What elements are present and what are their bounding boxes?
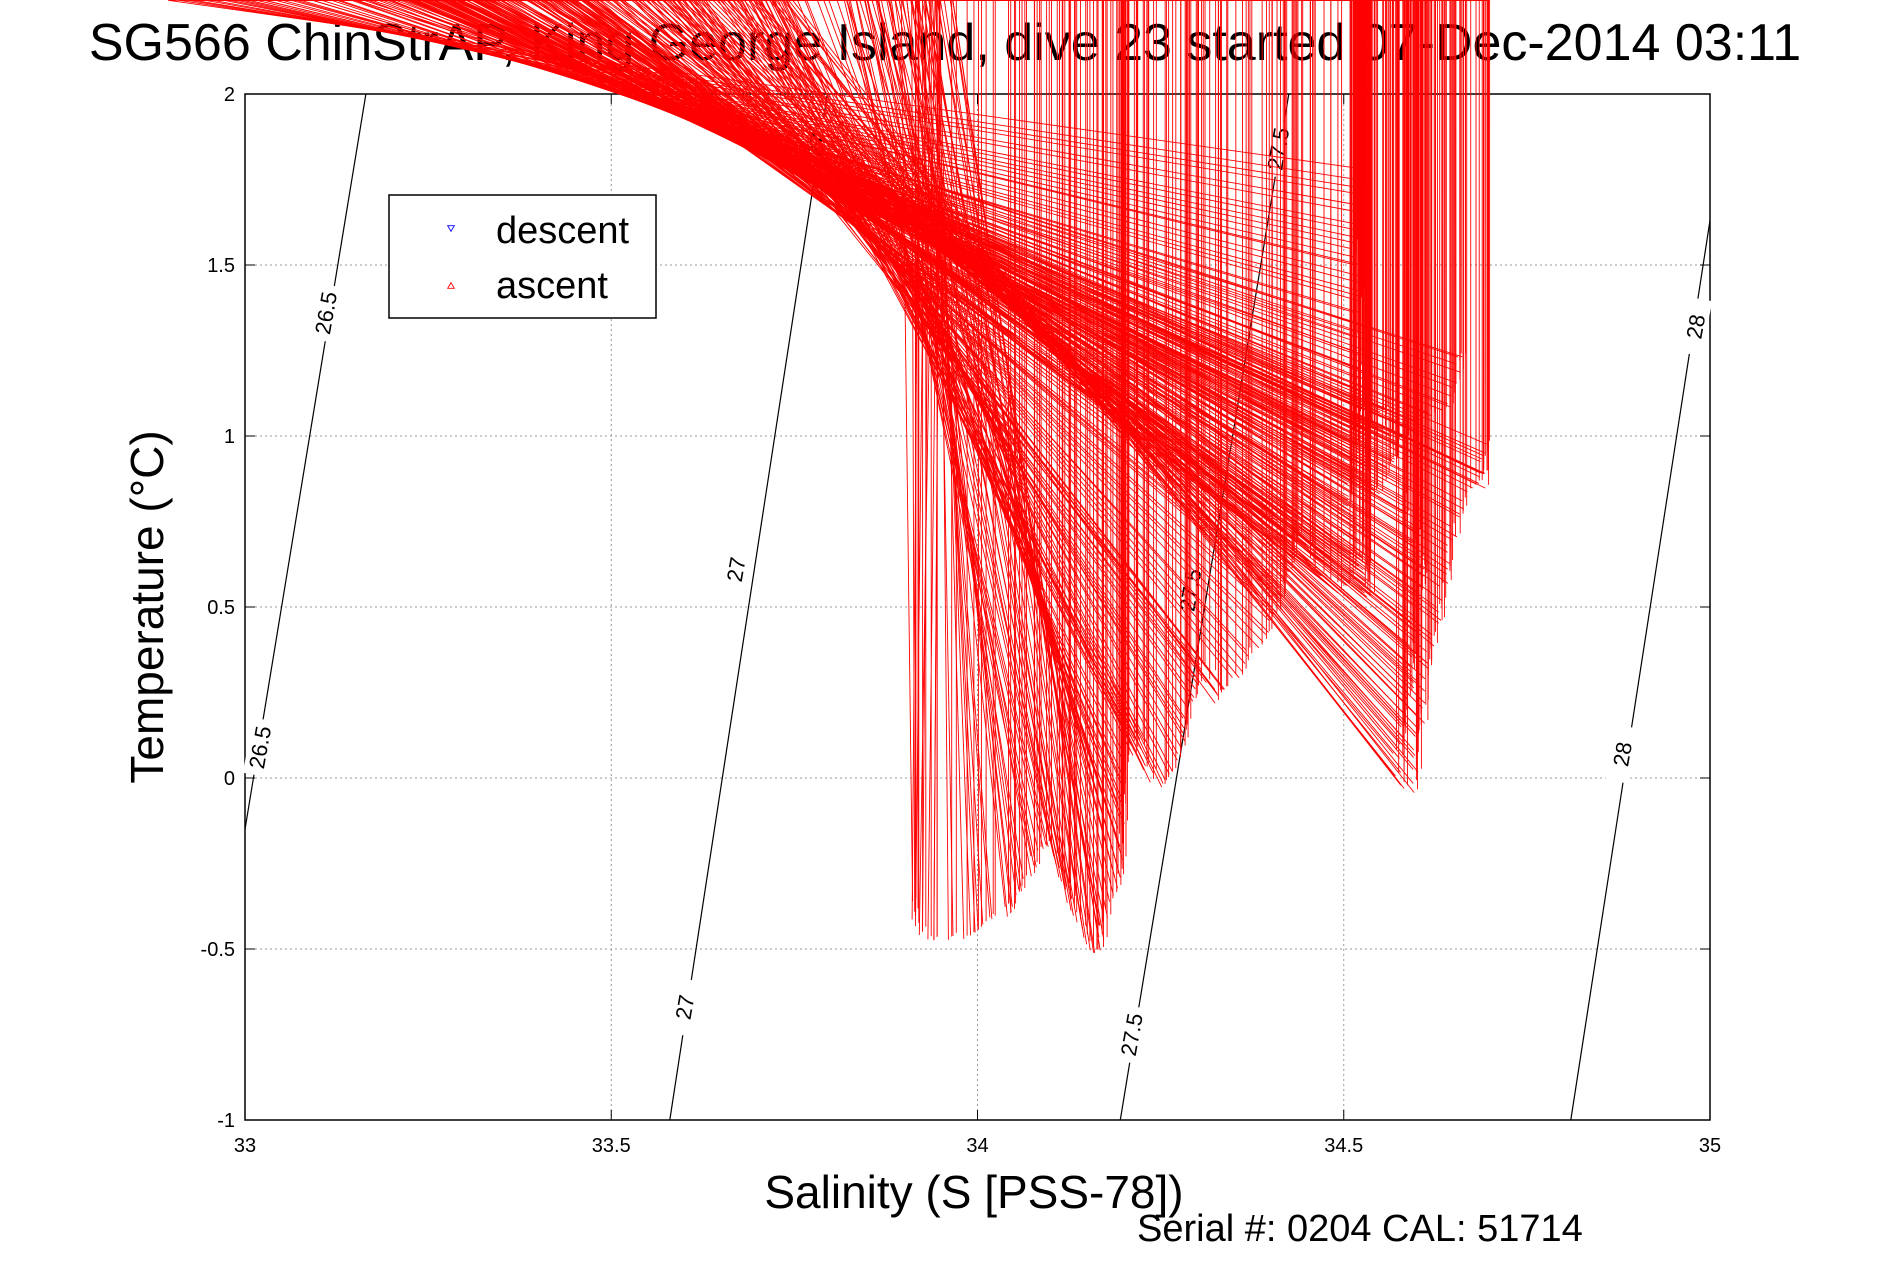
x-tick-label: 33 [234,1135,256,1157]
isopycnal-27 [669,93,828,1121]
y-tick-label: 1 [224,426,235,448]
legend-marker [446,281,456,289]
contour-label: 27 [722,555,751,583]
contour-label-bg [1678,296,1713,357]
contour-label-bg [667,977,702,1037]
contour-label-bg [719,539,753,600]
x-tick-label: 35 [1699,1135,1721,1157]
isopycnal-28 [1570,220,1711,1121]
y-tick-label: 1.5 [207,255,235,277]
x-axis: 33 33.5 34 34.5 35 [234,94,1721,1157]
data-points [168,0,1491,953]
legend-label-descent: descent [496,210,630,252]
isopycnal-27.5 [1119,93,1290,1121]
serial-cal-footer: Serial #: 0204 CAL: 51714 [1137,1208,1583,1250]
isopycnal-26.5 [244,93,367,830]
contour-label: 28 [1681,312,1710,340]
x-tick-label: 34 [966,1135,988,1157]
contour-label-bg [1605,724,1639,784]
density-contours [244,93,1711,1121]
contour-label-bg [1114,1004,1149,1065]
y-tick-label: 2 [224,84,235,106]
chart-title: SG566 ChinStrAP, King George Island, div… [89,14,1801,72]
y-tick-label: 0.5 [207,597,235,619]
legend: descent ascent [388,194,657,319]
legend-label-ascent: ascent [496,265,608,307]
legend-marker [446,225,456,233]
y-axis: -1 -0.5 0 0.5 1 1.5 2 [201,84,1710,1132]
y-tick-label: -0.5 [201,939,235,961]
contour-label: 28 [1608,740,1637,768]
contour-label-bg [242,717,277,777]
x-axis-label: Salinity (S [PSS-78]) [764,1166,1183,1218]
x-tick-label: 34.5 [1324,1135,1363,1157]
legend-marker-ascent [446,281,456,289]
legend-box [388,194,657,319]
y-tick-label: -1 [217,1110,235,1132]
contour-label: 27 [671,993,700,1021]
y-axis-label: Temperature (°C) [121,430,173,783]
y-tick-label: 0 [224,768,235,790]
point-ascent [487,0,1490,489]
contour-label-bg [308,283,343,343]
x-tick-label: 33.5 [592,1135,631,1157]
legend-marker-descent [446,225,456,233]
